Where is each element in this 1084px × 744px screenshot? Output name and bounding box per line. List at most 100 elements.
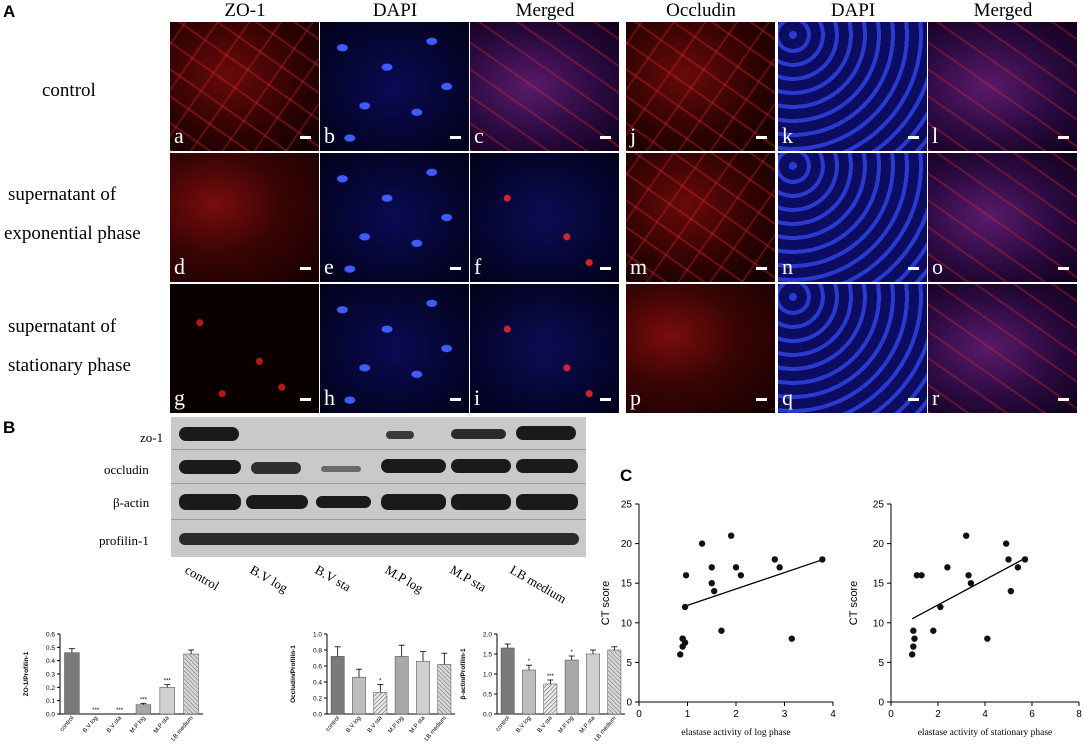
scale-bar bbox=[1058, 267, 1069, 270]
data-point bbox=[698, 540, 706, 547]
bar-chart-occludin: 0.0 0.2 0.4 0.6 0.8 1.0 Occludin/Profilin-1 con… bbox=[290, 632, 455, 743]
panel-letter-b: B bbox=[3, 418, 16, 437]
x-axis-label: elastase activity of log phase bbox=[681, 727, 790, 738]
y-tick-label: 0.4 bbox=[313, 680, 322, 687]
blot-row-zo1 bbox=[171, 417, 586, 450]
blot-band bbox=[451, 459, 511, 473]
x-tick-label: B.V log bbox=[515, 715, 532, 734]
lane-label-mp-log: M.P log bbox=[382, 562, 426, 596]
significance-mark: *** bbox=[140, 697, 148, 703]
column-header-dapi-1: DAPI bbox=[372, 0, 418, 21]
y-tick-label: 0.0 bbox=[46, 712, 55, 719]
panel-letter-c: C bbox=[620, 466, 633, 485]
data-point bbox=[681, 603, 689, 611]
column-header-zo1: ZO-1 bbox=[224, 0, 266, 21]
data-point bbox=[965, 572, 972, 579]
y-tick-label: 5 bbox=[626, 658, 632, 669]
micrograph-tile-h: h bbox=[320, 284, 469, 413]
y-tick-label: 10 bbox=[621, 618, 633, 629]
x-tick-label: 1 bbox=[685, 709, 691, 720]
x-tick-label: M.P log bbox=[558, 715, 576, 734]
data-point bbox=[708, 580, 715, 587]
x-tick-label: 8 bbox=[1076, 709, 1082, 720]
micrograph-tile-i: i bbox=[470, 284, 619, 413]
data-point bbox=[788, 635, 795, 642]
micrograph-tile-r: r bbox=[928, 284, 1077, 413]
data-point bbox=[967, 580, 975, 587]
significance-mark: *** bbox=[164, 679, 172, 685]
regression-line bbox=[682, 558, 824, 608]
lane-label-bv-sta: B.V sta bbox=[312, 562, 354, 595]
blot-band bbox=[179, 533, 579, 545]
blot-band bbox=[179, 427, 239, 441]
data-point bbox=[677, 651, 684, 658]
micrograph-tile-d: d bbox=[170, 153, 319, 282]
x-tick-label: B.V sta bbox=[106, 715, 123, 734]
blot-label-beta-actin: β-actin bbox=[113, 495, 150, 510]
blot-band bbox=[516, 459, 578, 473]
data-point bbox=[727, 532, 735, 539]
blot-label-occludin: occludin bbox=[104, 462, 149, 477]
blot-band bbox=[451, 494, 511, 510]
data-point bbox=[963, 532, 970, 539]
row-label-exponential-line1: supernatant of bbox=[8, 184, 117, 205]
data-point bbox=[910, 627, 917, 634]
x-tick-label: LB medium bbox=[171, 715, 195, 742]
data-point bbox=[937, 603, 944, 611]
blot-band bbox=[516, 426, 576, 440]
y-tick-label: 0.2 bbox=[46, 685, 55, 692]
micrograph-tile-g: g bbox=[170, 284, 319, 413]
data-point bbox=[682, 572, 690, 579]
x-tick-label: 2 bbox=[935, 709, 941, 720]
scale-bar bbox=[908, 398, 919, 401]
y-tick-label: 0.3 bbox=[46, 672, 55, 679]
data-point bbox=[1007, 587, 1015, 595]
y-tick-label: 0.0 bbox=[313, 712, 322, 719]
column-header-merged-1: Merged bbox=[515, 0, 575, 21]
data-point bbox=[737, 572, 745, 579]
blot-band bbox=[516, 494, 578, 510]
data-point bbox=[913, 572, 921, 579]
blot-band bbox=[381, 494, 446, 510]
x-tick-label: B.V sta bbox=[367, 715, 384, 734]
bar bbox=[416, 660, 430, 715]
scale-bar bbox=[908, 136, 919, 139]
bar bbox=[394, 656, 409, 715]
data-point bbox=[732, 564, 740, 571]
tile-letter: d bbox=[174, 254, 185, 279]
scatter-plot-stationary-phase: 0 5 10 15 20 25 0 2 4 6 8 CT score elastase activity… bbox=[848, 500, 1082, 739]
tile-letter: a bbox=[174, 123, 184, 148]
significance-mark: * bbox=[379, 678, 382, 684]
x-tick-label: M.P log bbox=[388, 715, 406, 734]
data-point bbox=[1002, 540, 1010, 547]
scatter-plot-log-phase: 0 5 10 15 20 25 0 1 2 3 4 CT score elastase activity… bbox=[600, 500, 836, 739]
scale-bar bbox=[450, 267, 461, 270]
y-tick-label: 0.6 bbox=[313, 664, 322, 671]
micrograph-tile-c: c bbox=[470, 22, 619, 151]
tile-letter: j bbox=[630, 123, 637, 148]
panel-letter-a: A bbox=[3, 2, 16, 21]
y-tick-label: 15 bbox=[621, 579, 633, 590]
micrograph-tile-a: a bbox=[170, 22, 319, 151]
y-tick-label: 0.5 bbox=[483, 692, 492, 699]
tile-letter: k bbox=[782, 123, 793, 148]
tile-letter: o bbox=[932, 254, 943, 279]
y-tick-label: 5 bbox=[878, 658, 884, 669]
micrograph-tile-l: l bbox=[928, 22, 1077, 151]
data-point bbox=[1014, 564, 1022, 571]
lane-label-lb-medium: LB medium bbox=[507, 562, 570, 607]
blot-label-profilin: profilin-1 bbox=[99, 533, 149, 548]
significance-mark: * bbox=[570, 650, 573, 656]
lane-label-control: control bbox=[182, 562, 222, 594]
scale-bar bbox=[600, 136, 611, 139]
data-point bbox=[1021, 556, 1029, 563]
y-tick-label: 15 bbox=[873, 579, 885, 590]
data-point bbox=[679, 635, 686, 642]
x-tick-label: 0 bbox=[636, 709, 642, 720]
y-tick-label: 1.5 bbox=[483, 652, 492, 659]
x-tick-label: control bbox=[59, 715, 75, 733]
y-tick-label: 1.0 bbox=[313, 632, 322, 639]
tile-letter: h bbox=[324, 385, 335, 410]
scale-bar bbox=[300, 267, 311, 270]
x-tick-label: M.P sta bbox=[153, 715, 171, 735]
